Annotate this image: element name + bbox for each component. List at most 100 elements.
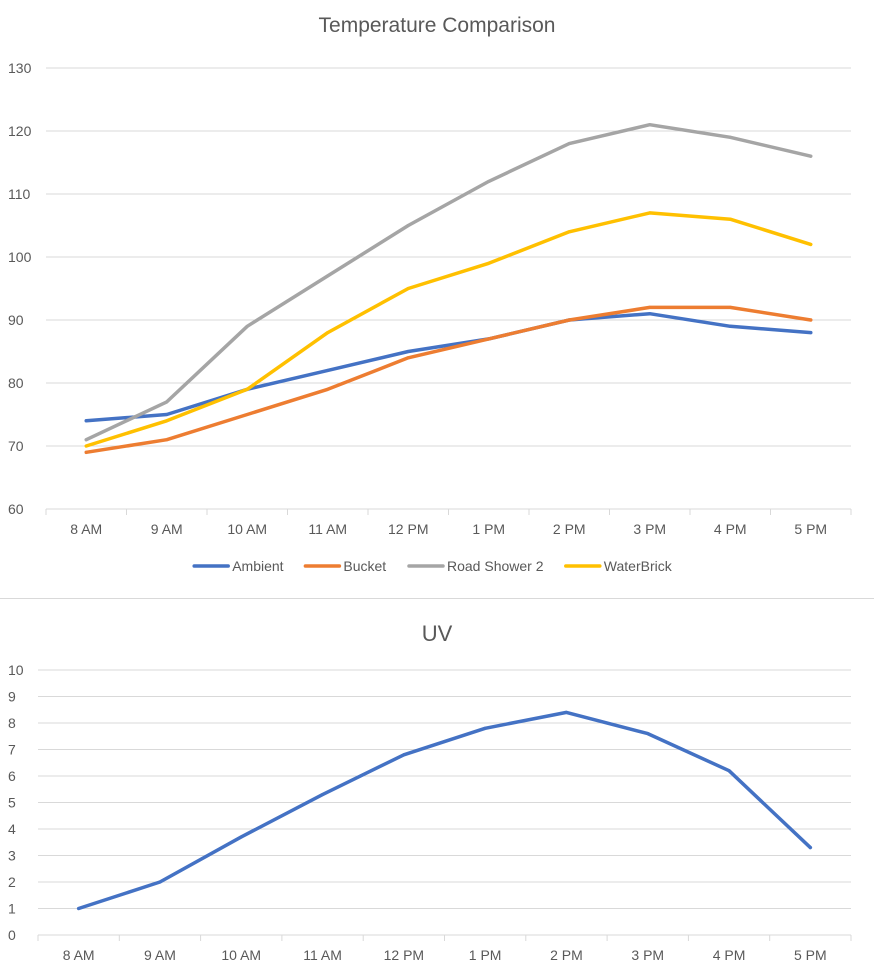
temp-point-ambient bbox=[728, 324, 732, 328]
temp-y-tick-label: 90 bbox=[8, 312, 24, 328]
temp-point-bucket bbox=[84, 450, 88, 454]
temp-point-waterbrick bbox=[326, 331, 330, 335]
temp-point-road-shower-2 bbox=[487, 179, 491, 183]
uv-chart-title: UV bbox=[421, 621, 453, 646]
temp-point-bucket bbox=[728, 305, 732, 309]
temp-point-waterbrick bbox=[165, 419, 169, 423]
temp-point-bucket bbox=[567, 318, 571, 322]
uv-y-tick-label: 9 bbox=[8, 689, 16, 705]
temp-point-waterbrick bbox=[487, 261, 491, 265]
uv-y-tick-label: 3 bbox=[8, 848, 16, 864]
temp-point-road-shower-2 bbox=[84, 438, 88, 442]
uv-point-series-0 bbox=[239, 835, 243, 839]
temp-point-road-shower-2 bbox=[326, 274, 330, 278]
temp-point-bucket bbox=[245, 413, 249, 416]
uv-point-series-0 bbox=[321, 793, 325, 797]
temp-line-ambient bbox=[84, 311, 813, 423]
uv-chart: UV 0 1 2 3 4 5 6 7 8 9 10 8 AM 9 AM 10 AM 11 AM 12 PM 1 … bbox=[0, 598, 874, 976]
temp-line-road-shower-2 bbox=[84, 122, 813, 442]
temp-point-ambient bbox=[648, 312, 652, 316]
temp-point-waterbrick bbox=[728, 217, 732, 221]
uv-point-series-0 bbox=[646, 732, 650, 736]
temp-y-tick-label: 120 bbox=[8, 123, 32, 139]
temp-x-tick-label: 5 PM bbox=[794, 521, 827, 537]
temp-x-tick-label: 10 AM bbox=[227, 521, 267, 537]
temp-point-ambient bbox=[406, 350, 410, 353]
temp-point-road-shower-2 bbox=[165, 400, 169, 404]
temp-point-road-shower-2 bbox=[728, 135, 732, 139]
temp-point-road-shower-2 bbox=[648, 123, 652, 127]
legend-label: WaterBrick bbox=[604, 558, 673, 574]
temp-x-tick-label: 11 AM bbox=[308, 521, 347, 537]
temp-point-waterbrick bbox=[809, 242, 813, 246]
uv-y-tick-label: 0 bbox=[8, 927, 16, 943]
temp-point-road-shower-2 bbox=[245, 324, 249, 328]
uv-y-tick-label: 2 bbox=[8, 874, 16, 890]
legend-label: Road Shower 2 bbox=[447, 558, 544, 574]
temp-y-tick-label: 100 bbox=[8, 249, 32, 265]
temp-point-bucket bbox=[406, 356, 410, 360]
uv-x-tick-label: 4 PM bbox=[713, 947, 746, 963]
temp-point-road-shower-2 bbox=[406, 224, 410, 227]
temp-x-tick-label: 3 PM bbox=[633, 521, 666, 537]
legend-label: Bucket bbox=[343, 558, 386, 574]
uv-point-series-0 bbox=[727, 769, 731, 773]
temp-y-tick-label: 60 bbox=[8, 501, 24, 517]
uv-y-tick-label: 7 bbox=[8, 742, 16, 758]
uv-point-series-0 bbox=[158, 880, 162, 884]
temp-point-waterbrick bbox=[84, 444, 88, 448]
temp-y-tick-label: 70 bbox=[8, 438, 24, 454]
uv-x-tick-label: 10 AM bbox=[221, 947, 261, 963]
temp-x-tick-label: 1 PM bbox=[472, 521, 505, 537]
uv-x-tick-label: 12 PM bbox=[384, 947, 424, 963]
uv-y-tick-label: 6 bbox=[8, 768, 16, 784]
temp-point-road-shower-2 bbox=[567, 142, 571, 146]
uv-y-tick-label: 1 bbox=[8, 901, 16, 917]
temp-point-bucket bbox=[326, 387, 330, 391]
uv-line-series-0 bbox=[76, 710, 813, 911]
uv-y-tick-label: 4 bbox=[8, 821, 16, 837]
temp-point-waterbrick bbox=[648, 211, 652, 215]
uv-x-tick-label: 2 PM bbox=[550, 947, 583, 963]
temp-point-bucket bbox=[648, 305, 652, 309]
uv-x-tick-label: 9 AM bbox=[144, 947, 176, 963]
temp-point-bucket bbox=[487, 337, 491, 341]
uv-y-tick-label: 5 bbox=[8, 795, 16, 811]
temp-y-tick-label: 130 bbox=[8, 60, 32, 76]
temp-y-tick-label: 80 bbox=[8, 375, 24, 391]
temp-point-waterbrick bbox=[567, 230, 571, 234]
temp-point-ambient bbox=[165, 413, 169, 416]
temp-point-waterbrick bbox=[406, 287, 410, 290]
temp-point-waterbrick bbox=[245, 387, 249, 391]
uv-point-series-0 bbox=[77, 907, 81, 910]
temp-point-ambient bbox=[809, 331, 813, 335]
uv-point-series-0 bbox=[483, 726, 487, 730]
uv-y-tick-label: 10 bbox=[8, 662, 24, 678]
uv-chart-plot: 0 1 2 3 4 5 6 7 8 9 10 8 AM 9 AM 10 AM 11 AM 12 PM 1 PM 2… bbox=[8, 662, 852, 963]
temp-x-tick-label: 2 PM bbox=[553, 521, 586, 537]
uv-x-tick-label: 5 PM bbox=[794, 947, 827, 963]
uv-point-series-0 bbox=[402, 753, 406, 757]
temp-x-tick-label: 4 PM bbox=[714, 521, 747, 537]
temp-point-ambient bbox=[326, 368, 330, 372]
temp-y-tick-label: 110 bbox=[8, 186, 31, 202]
temp-x-tick-label: 12 PM bbox=[388, 521, 428, 537]
uv-x-tick-label: 8 AM bbox=[63, 947, 95, 963]
temp-point-bucket bbox=[809, 318, 813, 322]
uv-x-tick-label: 3 PM bbox=[631, 947, 664, 963]
uv-x-tick-label: 1 PM bbox=[469, 947, 502, 963]
temp-x-tick-label: 9 AM bbox=[151, 521, 183, 537]
temperature-chart: Temperature Comparison 60 70 80 90 100 110 120… bbox=[8, 14, 852, 574]
temp-line-bucket bbox=[84, 305, 813, 455]
temp-point-road-shower-2 bbox=[809, 154, 813, 158]
legend-label: Ambient bbox=[232, 558, 283, 574]
uv-point-series-0 bbox=[564, 710, 568, 714]
uv-x-tick-label: 11 AM bbox=[303, 947, 342, 963]
uv-point-series-0 bbox=[808, 846, 812, 850]
temp-point-bucket bbox=[165, 438, 169, 442]
temp-point-ambient bbox=[84, 419, 88, 423]
temp-line-waterbrick bbox=[84, 211, 813, 448]
uv-y-tick-label: 8 bbox=[8, 715, 16, 731]
temperature-chart-title: Temperature Comparison bbox=[318, 14, 556, 37]
temp-x-tick-label: 8 AM bbox=[70, 521, 102, 537]
